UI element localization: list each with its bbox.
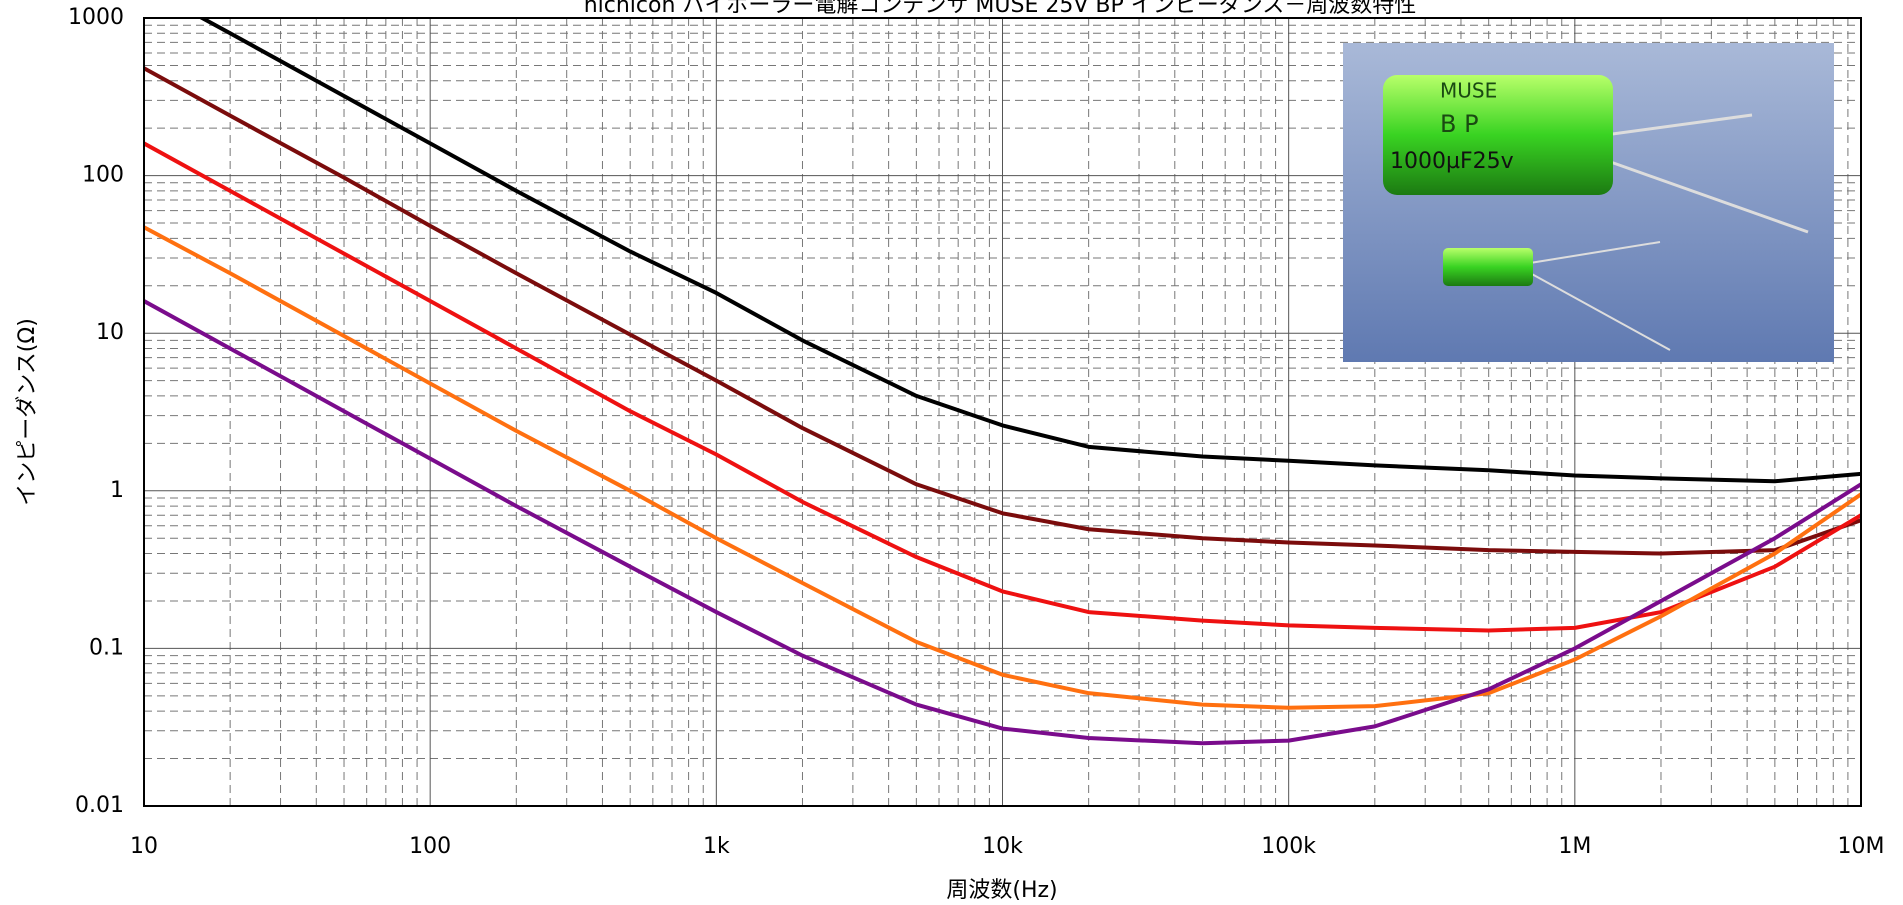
series-line [144,66,1861,556]
chart-title: nichicon バイポーラー電解コンデンサ MUSE 25V BP インピーダ… [584,0,1417,18]
inset-photo: MUSE B P 1000µF25v [1343,43,1834,362]
series-line [144,225,1861,710]
series [144,18,1861,746]
y-tick-label: 0.01 [75,793,124,818]
series-line [144,299,1861,746]
x-tick-label: 10 [130,834,158,859]
photo-text: B P [1440,110,1479,138]
large-capacitor [1383,75,1613,195]
series-line [144,141,1861,633]
x-tick-label: 10M [1838,834,1885,859]
y-tick-label: 10 [96,320,124,345]
series-line [197,18,1861,484]
plot-frame [143,17,1862,807]
x-tick-label: 1k [703,834,730,859]
small-capacitor [1443,248,1533,286]
y-tick-label: 1 [110,478,124,503]
x-tick-label: 1M [1558,834,1591,859]
photo-text: 1000µF25v [1390,149,1514,174]
x-tick-label: 100 [409,834,451,859]
x-tick-label: 10k [982,834,1023,859]
x-tick-label: 100k [1261,834,1316,859]
x-axis-title: 周波数(Hz) [946,878,1057,903]
y-tick-label: 0.1 [89,635,124,660]
y-axis-title: インピーダンス(Ω) [15,318,40,506]
y-tick-label: 100 [82,163,124,188]
photo-text: MUSE [1440,79,1497,103]
grid [143,17,1862,807]
y-tick-label: 1000 [68,5,124,30]
